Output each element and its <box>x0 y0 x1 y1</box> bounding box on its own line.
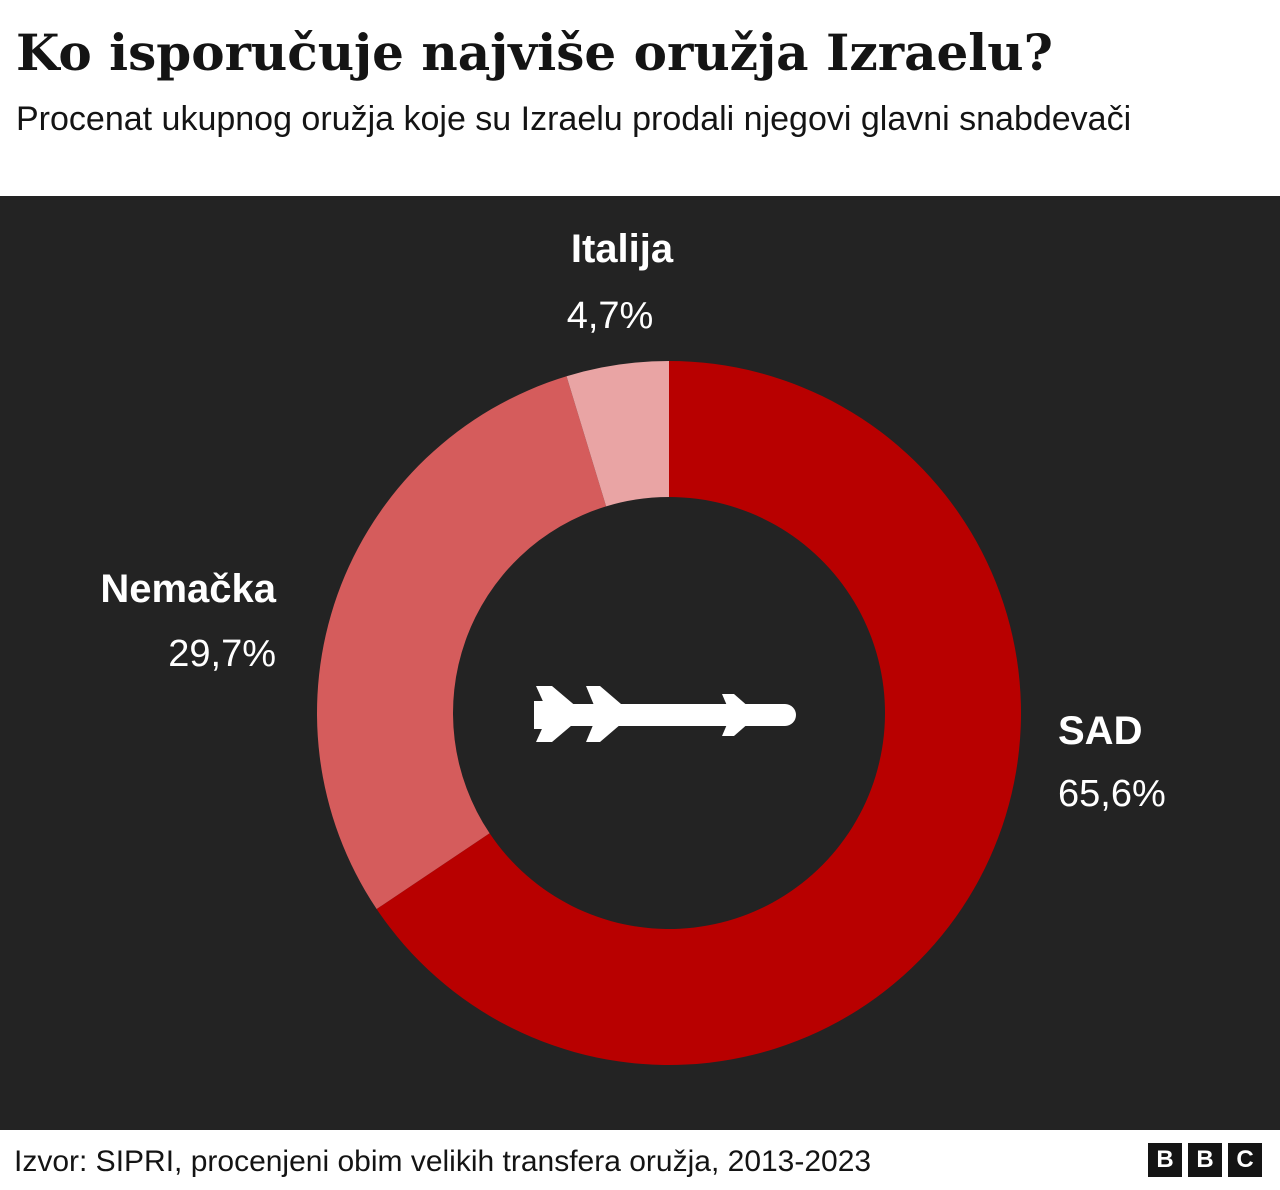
missile-icon <box>534 686 796 742</box>
footer: Izvor: SIPRI, procenjeni obim velikih tr… <box>0 1130 1280 1190</box>
logo-letter-b2: B <box>1188 1143 1222 1177</box>
slice-label-name-nemacka: Nemačka <box>100 567 276 611</box>
bbc-logo: B B C <box>1148 1143 1262 1177</box>
slice-label-value-nemacka: 29,7% <box>168 633 276 675</box>
chart-panel: SAD 65,6% Nemačka 29,7% Italija 4,7% <box>0 196 1280 1130</box>
source-note: Izvor: SIPRI, procenjeni obim velikih tr… <box>14 1145 872 1178</box>
logo-letter-c: C <box>1228 1143 1262 1177</box>
donut-chart: SAD 65,6% Nemačka 29,7% Italija 4,7% <box>100 227 1166 1065</box>
donut-slice-italija <box>566 361 669 507</box>
slice-label-value-italija: 4,7% <box>567 295 654 337</box>
logo-letter-b1: B <box>1148 1143 1182 1177</box>
donut-slices <box>317 361 1021 1065</box>
donut-slice-sad <box>376 361 1021 1065</box>
chart-title: Ko isporučuje najviše oružja Izraelu? <box>16 23 1053 82</box>
donut-slice-nema-ka <box>317 376 607 910</box>
chart-subtitle: Procenat ukupnog oružja koje su Izraelu … <box>16 100 1132 138</box>
slice-label-name-italija: Italija <box>571 227 674 271</box>
slice-label-value-sad: 65,6% <box>1058 773 1166 815</box>
slice-labels: SAD 65,6% Nemačka 29,7% Italija 4,7% <box>100 227 1165 815</box>
slice-label-name-sad: SAD <box>1058 709 1142 753</box>
